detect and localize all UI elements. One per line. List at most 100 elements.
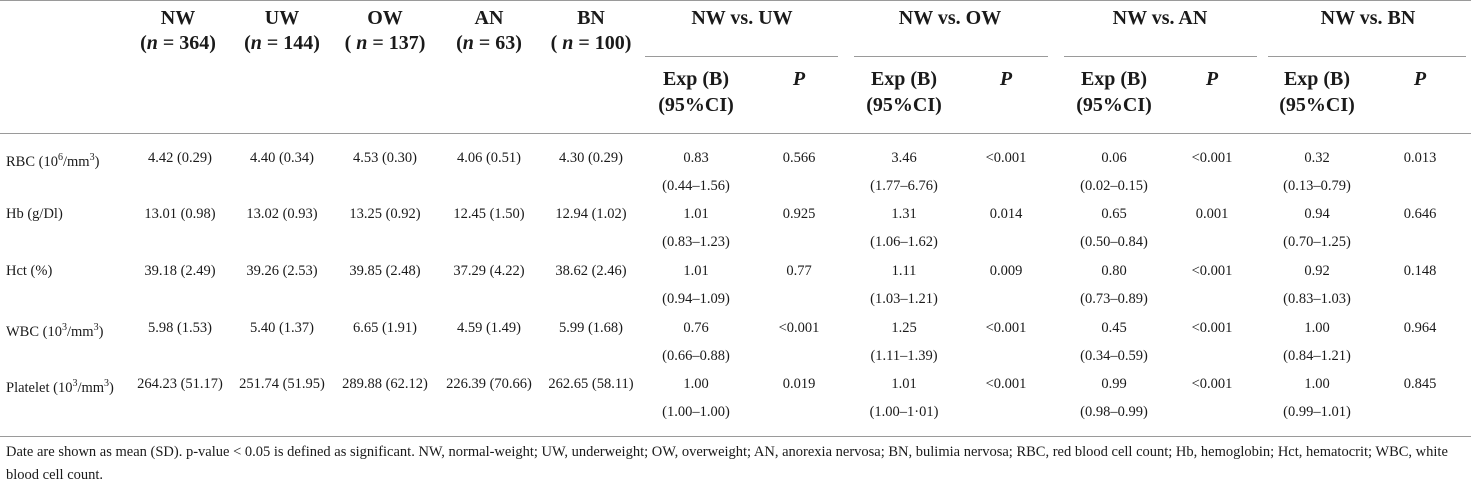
p-value: 0.014 (989, 206, 1023, 222)
mean-cell: 4.06 (0.51) (456, 150, 522, 166)
p-value: 0.646 (1403, 206, 1437, 222)
mean-cell: 6.65 (1.91) (352, 320, 418, 336)
p-value: <0.001 (1191, 150, 1233, 166)
superscript: 3 (89, 152, 95, 163)
p-value: 0.77 (786, 263, 812, 279)
exp-value: 1.25 (891, 320, 917, 336)
mean-cell: 226.39 (70.66) (446, 376, 532, 392)
mean-cell: 12.94 (1.02) (555, 206, 627, 222)
exp-header-3: Exp (B) (1283, 68, 1351, 90)
rule-comparison-3 (1268, 56, 1466, 57)
ci-value: (1.00–1.00) (662, 404, 730, 420)
p-value: 0.925 (782, 206, 816, 222)
p-value: 0.013 (1403, 150, 1437, 166)
ci-value: (1.11–1.39) (870, 348, 938, 364)
comparison-header-2: NW vs. AN (1112, 7, 1208, 29)
exp-value: 1.31 (891, 206, 917, 222)
superscript: 3 (72, 378, 78, 389)
exp-header-0: Exp (B) (662, 68, 730, 90)
p-value: 0.009 (989, 263, 1023, 279)
p-header-0: P (792, 68, 806, 90)
ci-value: (0.44–1.56) (662, 178, 730, 194)
row-label-4: Platelet (103/mm3) (6, 378, 114, 396)
ci-value: (0.13–0.79) (1283, 178, 1351, 194)
p-value: 0.001 (1195, 206, 1229, 222)
mean-cell: 37.29 (4.22) (453, 263, 525, 279)
mean-cell: 4.40 (0.34) (249, 150, 315, 166)
exp-value: 1.11 (891, 263, 917, 279)
mean-cell: 4.53 (0.30) (352, 150, 418, 166)
superscript: 3 (61, 322, 67, 333)
exp-value: 1.01 (891, 376, 917, 392)
exp-value: 0.83 (683, 150, 709, 166)
ci-value: (1.03–1.21) (870, 291, 938, 307)
mean-cell: 39.85 (2.48) (349, 263, 421, 279)
group-name-ow: OW (367, 7, 403, 29)
exp-value: 0.80 (1101, 263, 1127, 279)
mean-cell: 39.26 (2.53) (246, 263, 318, 279)
exp-value: 0.92 (1304, 263, 1330, 279)
ci-value: (1.06–1.62) (870, 234, 938, 250)
exp-value: 1.01 (683, 206, 709, 222)
mean-cell: 39.18 (2.49) (144, 263, 216, 279)
comparison-header-0: NW vs. UW (691, 7, 793, 29)
ci-value: (0.50–0.84) (1080, 234, 1148, 250)
n-symbol: n (250, 32, 262, 54)
exp-value: 1.00 (1304, 376, 1330, 392)
mean-cell: 13.01 (0.98) (144, 206, 216, 222)
row-label-1: Hb (g/Dl) (6, 206, 63, 222)
ci-value: (0.34–0.59) (1080, 348, 1148, 364)
comparison-header-1: NW vs. OW (898, 7, 1002, 29)
mean-cell: 4.42 (0.29) (147, 150, 213, 166)
mean-cell: 5.98 (1.53) (147, 320, 213, 336)
n-symbol: n (356, 32, 368, 54)
p-value: 0.566 (782, 150, 816, 166)
p-header-3: P (1413, 68, 1427, 90)
mean-cell: 4.59 (1.49) (456, 320, 522, 336)
row-label-3: WBC (103/mm3) (6, 322, 104, 340)
ci-value: (0.66–0.88) (662, 348, 730, 364)
exp-value: 0.65 (1101, 206, 1127, 222)
rule-comparison-2 (1064, 56, 1257, 57)
group-name-bn: BN (577, 7, 605, 29)
p-value: 0.019 (782, 376, 816, 392)
p-value: <0.001 (778, 320, 820, 336)
exp-value: 3.46 (891, 150, 917, 166)
p-header-1: P (999, 68, 1013, 90)
rule-comparison-0 (645, 56, 838, 57)
n-symbol: n (146, 32, 158, 54)
group-name-uw: UW (264, 7, 300, 29)
p-value: <0.001 (1191, 263, 1233, 279)
p-header-2: P (1205, 68, 1219, 90)
mean-cell: 12.45 (1.50) (453, 206, 525, 222)
group-n-ow: ( n = 137) (344, 32, 426, 54)
table-footnote: Date are shown as mean (SD). p-value < 0… (6, 444, 1448, 483)
exp-value: 0.45 (1101, 320, 1127, 336)
rule-comparison-1 (854, 56, 1048, 57)
rule-top (0, 0, 1471, 1)
mean-cell: 251.74 (51.95) (239, 376, 325, 392)
group-name-an: AN (474, 7, 504, 29)
exp-value: 0.06 (1101, 150, 1127, 166)
ci-value: (0.94–1.09) (662, 291, 730, 307)
rule-header-bottom (0, 133, 1471, 134)
group-n-uw: (n = 144) (244, 32, 320, 54)
superscript: 3 (104, 378, 110, 389)
p-value: <0.001 (1191, 376, 1233, 392)
mean-cell: 4.30 (0.29) (558, 150, 624, 166)
ci-header-2: (95%CI) (1076, 94, 1152, 116)
p-value: 0.148 (1403, 263, 1437, 279)
p-value: <0.001 (985, 320, 1027, 336)
group-n-nw: (n = 364) (140, 32, 216, 54)
mean-cell: 5.40 (1.37) (249, 320, 315, 336)
p-value: 0.845 (1403, 376, 1437, 392)
group-n-an: (n = 63) (456, 32, 522, 54)
ci-value: (0.98–0.99) (1080, 404, 1148, 420)
exp-value: 1.00 (683, 376, 709, 392)
ci-value: (0.83–1.23) (662, 234, 730, 250)
mean-cell: 289.88 (62.12) (342, 376, 428, 392)
mean-cell: 13.02 (0.93) (246, 206, 318, 222)
exp-value: 0.76 (683, 320, 709, 336)
mean-cell: 38.62 (2.46) (555, 263, 627, 279)
superscript: 3 (93, 322, 99, 333)
